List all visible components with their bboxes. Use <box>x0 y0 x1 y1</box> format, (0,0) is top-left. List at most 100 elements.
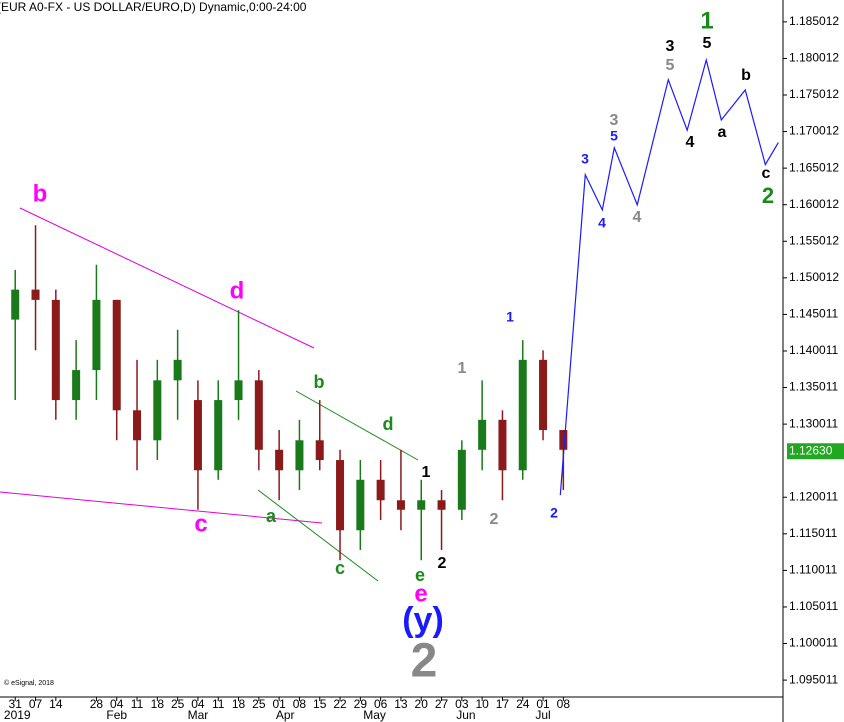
month-label: 2019 <box>4 708 31 722</box>
trend-line <box>19 207 315 349</box>
candle-body <box>153 380 162 441</box>
annotations: b d c e b d a c e 1 2 1 2 1 2 (y) 2 3 4 … <box>33 7 774 687</box>
x-tick-label: 25 <box>171 697 185 711</box>
wave-label: 2 <box>411 635 438 688</box>
wave-label: c <box>335 558 345 578</box>
y-tick-label: 1.095011 <box>789 672 838 686</box>
x-tick-label: 15 <box>313 697 327 711</box>
x-tick-label: 18 <box>232 697 246 711</box>
candle-body <box>72 370 81 401</box>
candle-body <box>295 440 304 471</box>
x-tick-label: 24 <box>516 697 530 711</box>
x-tick-label: 20 <box>415 697 429 711</box>
wave-label: 2 <box>550 505 558 521</box>
wave-label: e <box>415 565 425 585</box>
x-tick-label: 25 <box>252 697 266 711</box>
month-label: Feb <box>106 708 127 722</box>
y-tick-label: 1.175012 <box>789 87 839 101</box>
x-tick-label: 28 <box>90 697 104 711</box>
y-tick-label: 1.170012 <box>789 124 839 138</box>
y-tick-label: 1.105011 <box>789 599 838 613</box>
y-tick-label: 1.185012 <box>789 14 839 28</box>
last-price-box <box>787 443 844 460</box>
candle-body <box>336 460 345 531</box>
x-tick-label: 03 <box>455 697 469 711</box>
last-price-label: 1.12630 <box>789 443 833 457</box>
x-tick-label: 07 <box>29 697 43 711</box>
x-tick-label: 11 <box>212 697 225 711</box>
trend-line <box>0 491 323 524</box>
y-tick-label: 1.140011 <box>789 343 838 357</box>
y-tick-label: 1.110011 <box>789 563 838 577</box>
chart-title: (EUR A0-FX - US DOLLAR/EURO,D) Dynamic,0… <box>0 0 307 14</box>
candle-body <box>133 410 142 441</box>
x-tick-label: 27 <box>435 697 449 711</box>
candle-body <box>173 359 182 381</box>
x-tick-label: 10 <box>475 697 489 711</box>
wave-label: 1 <box>458 360 467 377</box>
wave-label: b <box>33 180 48 207</box>
y-tick-label: 1.150012 <box>789 270 839 284</box>
wave-label: 3 <box>581 151 589 167</box>
wave-label: 2 <box>762 183 774 208</box>
candle-body <box>11 289 20 320</box>
candle-body <box>498 419 507 471</box>
y-tick-label: 1.160012 <box>789 197 839 211</box>
credit: © eSignal, 2018 <box>4 679 54 687</box>
x-tick-label: 06 <box>374 697 388 711</box>
candle-body <box>539 359 548 431</box>
y-tick-label: 1.135011 <box>789 380 838 394</box>
x-tick-label: 13 <box>394 697 408 711</box>
x-tick-label: 22 <box>333 697 347 711</box>
candle-body <box>315 440 324 461</box>
x-tick-label: 18 <box>151 697 165 711</box>
y-tick-label: 1.155012 <box>789 233 839 247</box>
y-tick-label: 1.120011 <box>789 489 838 503</box>
candle-body <box>214 400 223 471</box>
x-tick-label: 08 <box>557 697 571 711</box>
y-tick-label: 1.130011 <box>789 416 838 430</box>
wave-label: a <box>718 124 727 141</box>
candle-body <box>193 400 202 471</box>
candle-body <box>437 500 446 510</box>
wave-label: b <box>314 372 325 392</box>
wave-label: d <box>383 414 394 434</box>
trend-lines <box>0 207 419 582</box>
candle-body <box>254 380 263 450</box>
wave-label: (y) <box>402 601 444 639</box>
wave-label: 5 <box>703 35 712 52</box>
y-tick-label: 1.145011 <box>789 307 838 321</box>
x-tick-label: 01 <box>536 697 550 711</box>
month-label: Apr <box>276 708 295 722</box>
month-label: Jun <box>456 708 475 722</box>
x-tick-label: 08 <box>293 697 307 711</box>
x-tick-label: 31 <box>9 697 23 711</box>
wave-label: b <box>741 67 751 84</box>
y-tick-label: 1.165012 <box>789 160 839 174</box>
candle-body <box>478 419 487 450</box>
candles <box>11 225 568 561</box>
wave-label: d <box>230 277 245 304</box>
candle-body <box>356 479 365 531</box>
candle-body <box>31 289 40 300</box>
wave-label: 1 <box>422 464 431 481</box>
x-tick-label: 04 <box>110 697 124 711</box>
wave-label: 4 <box>686 134 695 151</box>
candle-body <box>396 500 405 510</box>
candle-body <box>376 479 385 501</box>
x-tick-label: 29 <box>354 697 368 711</box>
wave-label: c <box>762 165 771 182</box>
trend-line <box>295 390 419 461</box>
wave-label: 4 <box>598 215 606 231</box>
candle-body <box>92 299 101 371</box>
wave-label: e <box>414 580 427 607</box>
wave-label: 2 <box>438 555 447 572</box>
y-tick-label: 1.100011 <box>789 636 838 650</box>
candle-body <box>518 359 527 471</box>
wave-label: a <box>266 506 277 526</box>
wave-label: 1 <box>506 309 514 325</box>
wave-label: 1 <box>700 7 713 34</box>
wave-label: c <box>194 510 207 537</box>
